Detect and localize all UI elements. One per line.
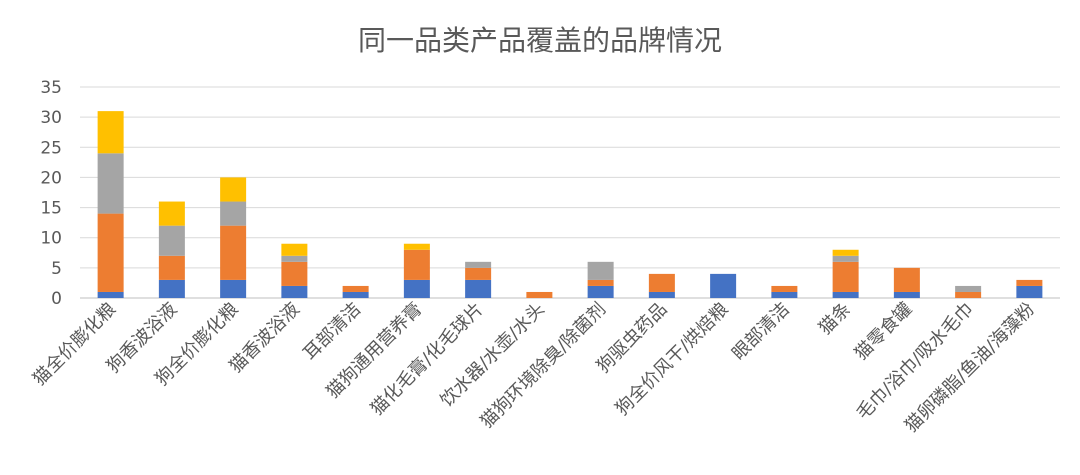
bar-segment-s1 bbox=[281, 285, 308, 298]
y-tick-label: 10 bbox=[40, 229, 62, 249]
bar-segment-s1 bbox=[648, 291, 675, 298]
bar-segment-s1 bbox=[893, 291, 920, 298]
x-tick-label: 饮水器/水壶/水头 bbox=[436, 299, 549, 412]
bar-segment-s3 bbox=[158, 225, 185, 256]
bar-segment-s1 bbox=[220, 279, 247, 298]
bar-segment-s2 bbox=[771, 285, 798, 292]
x-tick-label: 猫全价膨化粮 bbox=[29, 299, 120, 390]
bar-segment-s2 bbox=[465, 267, 492, 280]
bar-segment-s1 bbox=[465, 279, 492, 298]
bar-segment-s4 bbox=[220, 177, 247, 202]
y-tick-label: 5 bbox=[51, 259, 62, 279]
x-tick-label: 毛巾/浴巾/吸水毛巾 bbox=[852, 299, 977, 424]
bar-segment-s2 bbox=[220, 225, 247, 280]
bar-segment-s3 bbox=[955, 285, 982, 292]
bar-segment-s3 bbox=[587, 261, 614, 280]
x-axis-ticks: 猫全价膨化粮狗香波浴液狗全价膨化粮猫香波浴液耳部清洁猫狗通用营养膏猫化毛膏/化毛… bbox=[29, 298, 1039, 437]
bar-segment-s4 bbox=[97, 111, 124, 154]
y-tick-label: 35 bbox=[40, 78, 62, 98]
bar-segment-s1 bbox=[403, 279, 430, 298]
bar-segment-s1 bbox=[158, 279, 185, 298]
bar-segment-s1 bbox=[342, 291, 369, 298]
bar-segment-s2 bbox=[648, 273, 675, 292]
bar-segment-s2 bbox=[281, 261, 308, 286]
bar-segment-s3 bbox=[465, 261, 492, 268]
bar-segment-s3 bbox=[220, 201, 247, 226]
bar-segment-s4 bbox=[158, 201, 185, 226]
bar-segment-s3 bbox=[97, 153, 124, 214]
bar-segment-s2 bbox=[403, 249, 430, 280]
bar-segment-s2 bbox=[587, 279, 614, 286]
bar-segment-s1 bbox=[97, 291, 124, 298]
bar-segment-s4 bbox=[832, 249, 859, 256]
bar-segment-s2 bbox=[158, 255, 185, 280]
bar-segment-s1 bbox=[710, 273, 737, 298]
bar-segment-s3 bbox=[281, 255, 308, 262]
x-tick-label: 狗全价风干/烘焙粮 bbox=[612, 299, 733, 420]
bar-segment-s2 bbox=[955, 291, 982, 298]
y-tick-label: 20 bbox=[40, 168, 62, 188]
bar-segment-s1 bbox=[1016, 285, 1043, 298]
x-tick-label: 猫条 bbox=[815, 299, 855, 339]
y-tick-label: 15 bbox=[40, 199, 62, 219]
bar-segment-s2 bbox=[526, 291, 553, 298]
bar-segment-s2 bbox=[893, 267, 920, 292]
bar-segment-s2 bbox=[1016, 279, 1043, 286]
y-tick-label: 25 bbox=[40, 138, 62, 158]
y-tick-label: 0 bbox=[51, 289, 62, 309]
y-axis-ticks: 0 5 10 15 20 25 30 35 bbox=[40, 78, 62, 309]
bar-segment-s1 bbox=[771, 291, 798, 298]
chart-title: 同一品类产品覆盖的品牌情况 bbox=[358, 24, 722, 57]
bar-segment-s2 bbox=[97, 213, 124, 292]
bar-segment-s3 bbox=[832, 255, 859, 262]
bar-segment-s1 bbox=[587, 285, 614, 298]
x-tick-label: 猫化毛膏/化毛球片 bbox=[366, 298, 488, 420]
bar-segment-s1 bbox=[832, 291, 859, 298]
x-tick-label: 眼部清洁 bbox=[728, 299, 794, 365]
bar-segment-s4 bbox=[403, 243, 430, 250]
bar-segment-s4 bbox=[281, 243, 308, 256]
bar-segment-s2 bbox=[342, 285, 369, 292]
bar-segment-s2 bbox=[832, 261, 859, 292]
bars bbox=[97, 111, 1043, 298]
y-tick-label: 30 bbox=[40, 108, 62, 128]
